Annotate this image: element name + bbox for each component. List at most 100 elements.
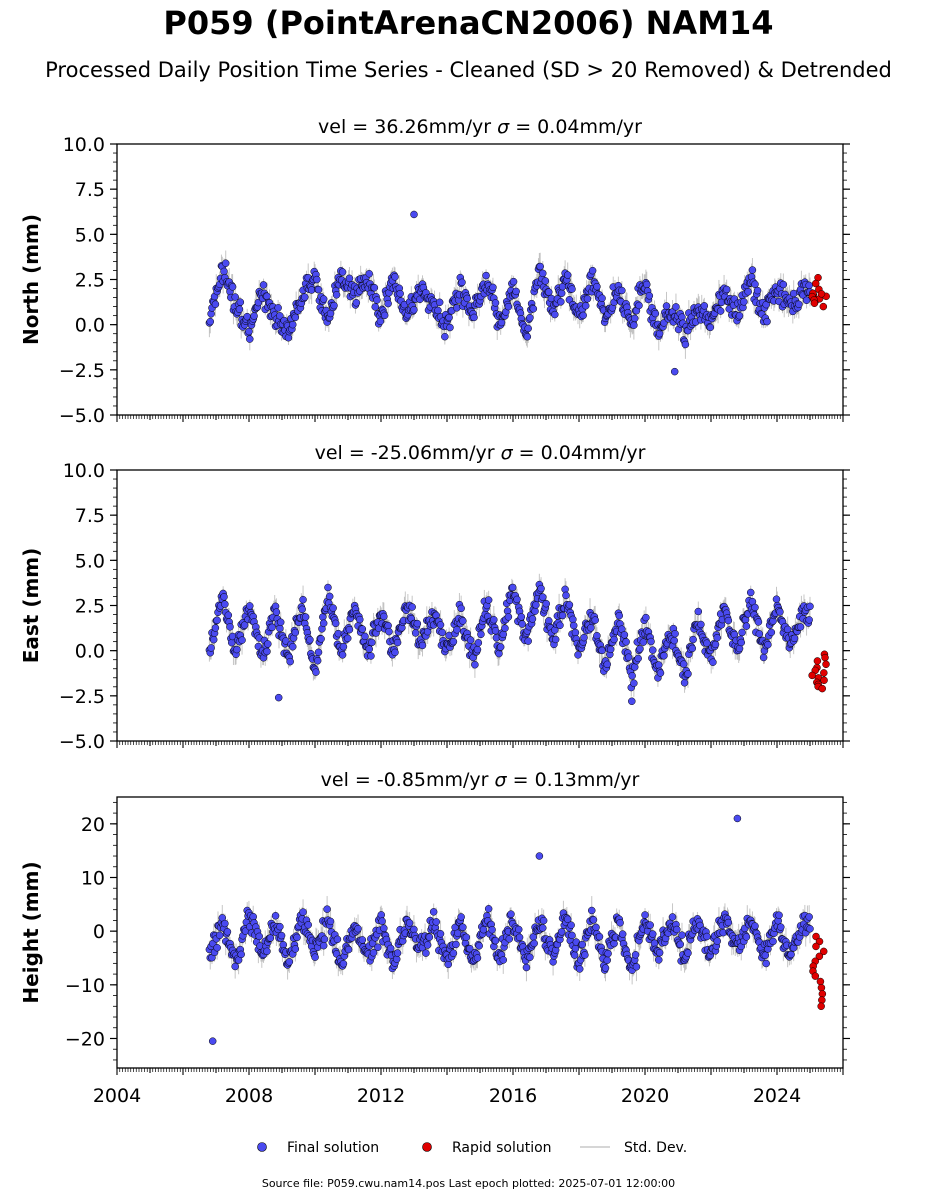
final-point [790, 634, 799, 643]
final-point [313, 275, 321, 284]
final-point [470, 313, 478, 322]
final-point [462, 933, 471, 942]
final-point [396, 289, 404, 298]
final-point [570, 951, 579, 959]
final-point [338, 268, 347, 276]
final-point [662, 302, 671, 310]
panel-subtitle-sigma: = 0.04mm/yr [509, 116, 642, 138]
final-point [649, 930, 657, 938]
final-point [539, 924, 547, 932]
final-point [604, 949, 612, 958]
final-point [764, 640, 772, 649]
final-point [571, 628, 580, 637]
final-point [408, 603, 416, 611]
final-point [477, 630, 485, 639]
y-axis-label: North (mm) [19, 214, 43, 345]
final-point [304, 921, 312, 929]
rapid-point [818, 996, 826, 1004]
rapid-point [815, 952, 824, 961]
final-point [236, 298, 245, 306]
rapid-point [810, 299, 819, 308]
final-point [557, 289, 566, 298]
final-point [413, 619, 422, 628]
final-point [453, 626, 461, 634]
final-point [593, 631, 601, 640]
final-point [209, 635, 218, 644]
rapid-point [817, 1002, 825, 1011]
final-point [491, 299, 500, 307]
final-point [574, 651, 582, 659]
final-point [329, 604, 337, 612]
final-point [418, 641, 427, 650]
final-point [213, 944, 221, 952]
panel-subtitle-vel: vel = 36.26mm/yr [318, 116, 497, 138]
final-point [319, 941, 328, 950]
final-point [356, 615, 364, 624]
final-point [755, 630, 764, 638]
final-point [513, 595, 521, 604]
final-point [581, 951, 589, 959]
final-point [339, 642, 348, 651]
final-point [507, 910, 515, 918]
final-point [276, 618, 285, 626]
final-point [630, 321, 638, 329]
final-point [301, 293, 309, 301]
final-point [762, 959, 770, 968]
final-point [380, 924, 388, 932]
final-point [615, 611, 624, 620]
final-point [221, 259, 230, 267]
final-point [668, 913, 677, 921]
final-point [371, 303, 379, 311]
final-point [779, 280, 788, 289]
final-point [452, 940, 460, 949]
final-point [515, 933, 524, 942]
final-point [655, 948, 664, 957]
final-point [772, 595, 781, 603]
final-point [557, 298, 565, 306]
final-point [716, 307, 725, 315]
final-point [575, 965, 584, 973]
y-tick-label: −10 [65, 975, 105, 997]
final-point [314, 285, 323, 294]
final-point [697, 620, 705, 629]
final-point [374, 943, 382, 952]
final-point [630, 679, 638, 687]
final-point [684, 670, 692, 678]
final-point [769, 937, 777, 946]
final-point [751, 603, 759, 612]
final-point [632, 963, 641, 971]
final-point [333, 935, 342, 944]
panel-subtitle-sigma: = 0.04mm/yr [513, 442, 646, 464]
final-point [386, 944, 395, 953]
final-point [361, 632, 369, 641]
final-point [569, 621, 578, 630]
final-point [436, 621, 445, 629]
final-point [562, 591, 570, 600]
final-point [266, 934, 275, 942]
final-point [319, 613, 327, 621]
final-point [524, 324, 532, 333]
y-tick-label: −2.5 [59, 360, 105, 382]
final-point [603, 660, 611, 669]
chart-title: P059 (PointArenaCN2006) NAM14 [163, 4, 774, 42]
final-point [724, 918, 733, 927]
final-point [367, 652, 375, 660]
final-point [344, 945, 353, 954]
final-point [405, 919, 414, 927]
final-point [628, 672, 636, 680]
final-point [751, 922, 759, 930]
final-point [630, 663, 639, 671]
final-point [391, 273, 399, 281]
final-point [345, 625, 354, 634]
final-point [628, 697, 636, 706]
final-point [787, 950, 795, 959]
final-point [642, 613, 650, 622]
final-point [655, 661, 663, 669]
final-point [526, 953, 534, 962]
rapid-point [817, 983, 826, 992]
final-point [775, 911, 783, 919]
final-point [264, 640, 272, 648]
rapid-point [811, 972, 820, 980]
final-point [535, 852, 544, 860]
final-point [268, 623, 276, 632]
